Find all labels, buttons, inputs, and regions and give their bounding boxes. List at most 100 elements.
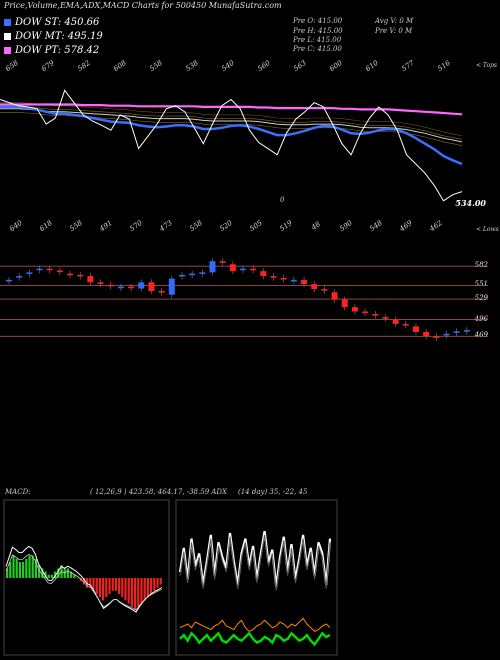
price-level-label: 496 bbox=[474, 314, 488, 323]
candle bbox=[382, 317, 389, 319]
price-level-label: 469 bbox=[474, 331, 488, 340]
candle bbox=[351, 307, 358, 312]
adx-line bbox=[179, 631, 331, 647]
candle bbox=[270, 276, 277, 278]
macd-bar bbox=[98, 578, 101, 598]
price-level-label: 529 bbox=[474, 294, 488, 303]
candle bbox=[463, 330, 470, 332]
macd-bar bbox=[114, 578, 117, 591]
candle bbox=[138, 282, 145, 289]
macd-bar bbox=[146, 578, 149, 598]
macd-bar bbox=[134, 578, 137, 610]
tops-label: < Tops bbox=[476, 62, 498, 69]
macd-bar bbox=[76, 578, 79, 579]
candle bbox=[423, 331, 430, 337]
macd-bar bbox=[44, 571, 47, 578]
macd-bar bbox=[105, 578, 108, 598]
chart-title: Price,Volume,EMA,ADX,MACD Charts for 500… bbox=[4, 1, 282, 10]
legend-dow-st: DOW ST: 450.66 bbox=[4, 17, 99, 29]
candle bbox=[46, 268, 53, 271]
candle bbox=[56, 270, 63, 273]
candle bbox=[87, 276, 94, 283]
candle bbox=[290, 279, 297, 282]
misc-zero-label: 0 bbox=[280, 196, 285, 204]
macd-bar bbox=[12, 555, 15, 578]
macd-bar bbox=[38, 565, 41, 578]
macd-bar bbox=[153, 578, 156, 591]
candle bbox=[341, 299, 348, 308]
macd-bar bbox=[41, 568, 44, 578]
adx-label: (14 day) 35, -22, 45 bbox=[238, 488, 308, 496]
legend-dow-pt-label: DOW PT: 578.42 bbox=[15, 45, 100, 56]
stat-pre-volume: Pre V: 0 M bbox=[375, 27, 413, 35]
price-line bbox=[0, 89, 463, 202]
macd-bar bbox=[25, 558, 28, 578]
dow-mt-line bbox=[0, 108, 463, 143]
candle bbox=[219, 261, 226, 263]
macd-bar bbox=[6, 568, 9, 578]
candle bbox=[117, 286, 124, 289]
candle bbox=[26, 272, 33, 274]
candle bbox=[158, 291, 165, 293]
candle bbox=[412, 326, 419, 332]
macd-bar bbox=[18, 562, 21, 578]
macd-bar bbox=[9, 562, 12, 578]
price-level-label: 582 bbox=[474, 261, 488, 270]
candle bbox=[128, 286, 135, 289]
candle bbox=[6, 279, 12, 282]
macd-bar bbox=[92, 578, 95, 591]
macd-bar bbox=[156, 578, 159, 588]
legend-dow-st-label: DOW ST: 450.66 bbox=[15, 17, 100, 28]
macd-bar bbox=[143, 578, 146, 601]
macd-panel-frame bbox=[3, 499, 170, 656]
macd-bar bbox=[34, 558, 37, 578]
stat-pre-high: Pre H: 415.00 bbox=[293, 27, 343, 35]
macd-bar bbox=[111, 578, 114, 591]
candle bbox=[311, 284, 318, 290]
candle bbox=[189, 273, 196, 276]
macd-bar bbox=[108, 578, 111, 594]
candle bbox=[199, 272, 206, 274]
macd-bar bbox=[73, 574, 76, 578]
legend-dow-mt: DOW MT: 495.19 bbox=[4, 31, 103, 43]
candle bbox=[16, 276, 23, 278]
candle bbox=[97, 282, 104, 284]
macd-bar bbox=[82, 578, 85, 585]
macd-bar bbox=[47, 574, 50, 578]
stat-avg-volume: Avg V: 0 M bbox=[375, 17, 414, 25]
legend-swatch bbox=[4, 19, 11, 26]
candle bbox=[36, 268, 43, 271]
macd-bar bbox=[130, 578, 133, 607]
macd-bar bbox=[95, 578, 98, 594]
macd-bar bbox=[22, 562, 25, 578]
candle bbox=[433, 336, 440, 338]
candle bbox=[453, 331, 460, 333]
candle bbox=[331, 292, 338, 300]
macd-bar bbox=[140, 578, 143, 604]
candle bbox=[77, 274, 84, 277]
candle bbox=[301, 279, 308, 285]
macd-bar bbox=[15, 558, 18, 578]
macd-bar bbox=[121, 578, 124, 598]
macd-bar bbox=[57, 568, 60, 578]
macd-bar bbox=[28, 555, 31, 578]
candle bbox=[107, 284, 114, 287]
candle bbox=[362, 311, 369, 314]
candle bbox=[280, 277, 287, 280]
macd-bar bbox=[89, 578, 92, 588]
macd-bar bbox=[50, 574, 53, 578]
candle bbox=[392, 319, 399, 324]
macd-params: ( 12,26,9 ) 423.58, 464.17, -38.59 ADX bbox=[90, 488, 228, 496]
lows-label: < Lows bbox=[476, 226, 499, 233]
macd-bar bbox=[150, 578, 153, 594]
candle bbox=[168, 278, 175, 295]
price-level-label: 551 bbox=[474, 280, 488, 289]
candle bbox=[178, 274, 185, 277]
macd-bar bbox=[102, 578, 105, 601]
macd-bar bbox=[66, 568, 69, 578]
legend-swatch bbox=[4, 47, 11, 54]
stat-pre-open: Pre O: 415.00 bbox=[293, 17, 343, 25]
dow-st-line bbox=[0, 105, 463, 166]
candle bbox=[321, 289, 328, 291]
candle bbox=[67, 273, 74, 276]
